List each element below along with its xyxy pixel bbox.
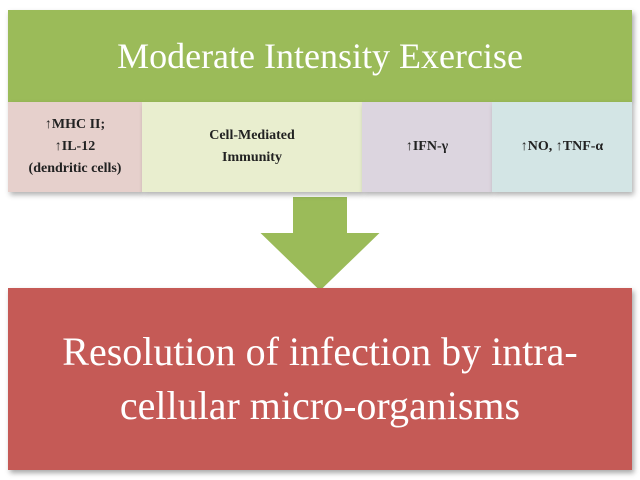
cell-line: Cell-Mediated xyxy=(209,128,295,143)
cell: Cell-Mediated Immunity xyxy=(142,102,362,192)
cell-line: ↑IL-12 xyxy=(54,139,96,154)
header-title: Moderate Intensity Exercise xyxy=(117,36,523,76)
cell: ↑IFN-γ xyxy=(362,102,492,192)
outcome-line: Resolution of infection by intra- xyxy=(62,329,578,374)
cell-line: ↑MHC II; xyxy=(44,117,106,132)
down-arrow xyxy=(255,195,385,294)
outcome-line: cellular micro-organisms xyxy=(119,383,521,428)
cell-line: ↑IFN-γ xyxy=(405,139,449,154)
cell: ↑MHC II; ↑IL-12 (dendritic cells) xyxy=(8,102,142,192)
cell-line: Immunity xyxy=(222,150,282,165)
cell: ↑NO, ↑TNF-α xyxy=(492,102,632,192)
cell-line: (dendritic cells) xyxy=(28,161,122,176)
outcome-box: Resolution of infection by intra- cellul… xyxy=(8,288,632,470)
cell-line: ↑NO, ↑TNF-α xyxy=(520,139,604,154)
header-box: Moderate Intensity Exercise xyxy=(8,10,632,102)
